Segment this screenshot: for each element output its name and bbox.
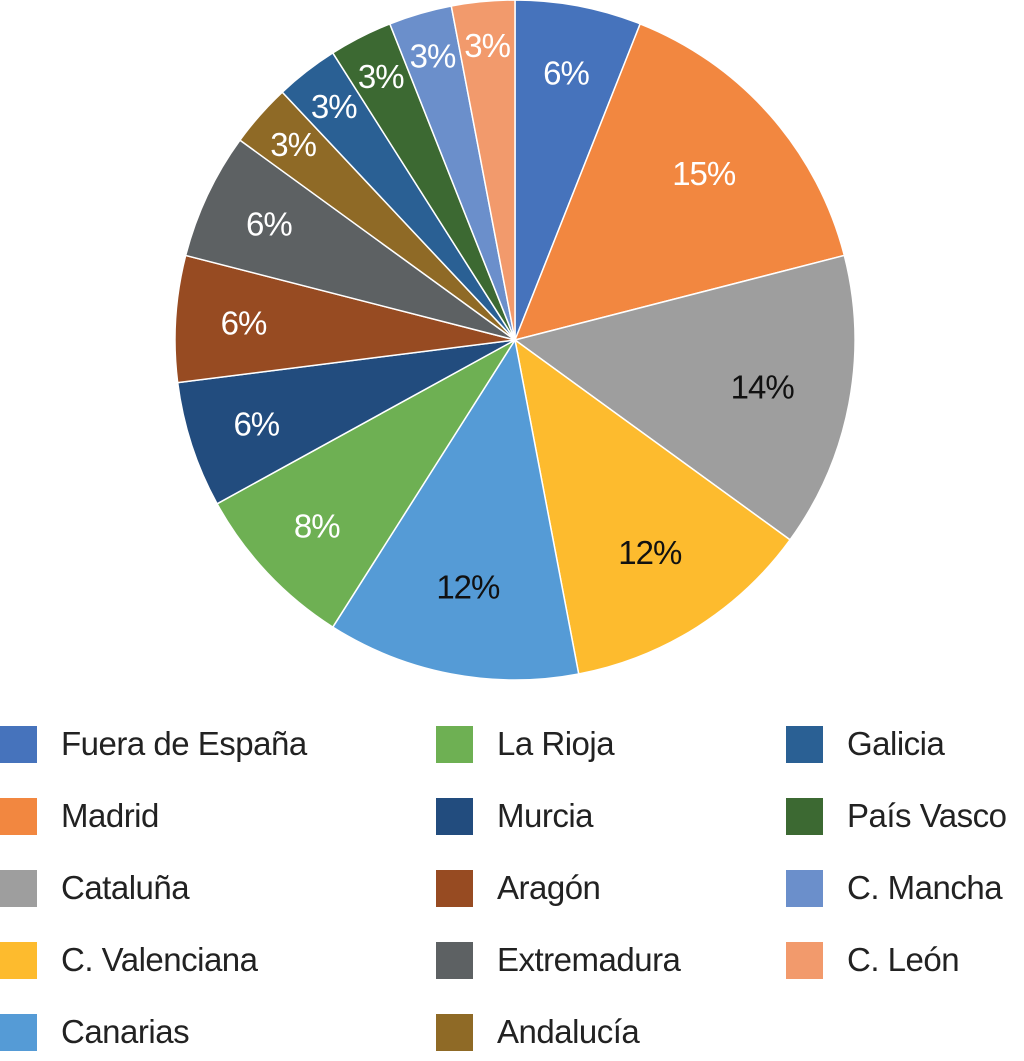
legend-swatch (0, 1013, 37, 1051)
legend-item: Canarias (0, 1012, 190, 1052)
legend-swatch (436, 869, 473, 907)
legend-label: País Vasco (847, 797, 1007, 834)
pie-slice-8 (184, 139, 516, 341)
legend-swatch (436, 1013, 473, 1051)
legend-swatch (786, 869, 823, 907)
legend-swatch (786, 725, 823, 763)
legend-swatch (786, 941, 823, 979)
legend-label: Andalucía (497, 1013, 640, 1050)
legend-label: C. Valenciana (61, 941, 258, 978)
legend-item: Extremadura (436, 940, 681, 980)
legend-item: Madrid (0, 796, 159, 836)
legend-label: Cataluña (61, 869, 190, 906)
pie-slice-5 (216, 339, 516, 629)
data-label-3: 12% (618, 534, 682, 571)
legend-item: País Vasco (786, 796, 1007, 836)
legend-swatch (0, 797, 37, 835)
pie-slice-0 (514, 0, 642, 341)
pie-slice-7 (174, 254, 516, 384)
data-label-0: 6% (543, 54, 589, 91)
legend-item: Cataluña (0, 868, 190, 908)
pie-slice-3 (513, 338, 792, 675)
legend-swatch (436, 797, 473, 835)
legend-swatch (436, 725, 473, 763)
pie-slice-4 (331, 337, 580, 681)
legend-label: Canarias (61, 1013, 190, 1050)
legend-label: Madrid (61, 797, 159, 834)
legend-item: Fuera de España (0, 724, 307, 764)
data-label-5: 8% (294, 508, 340, 545)
pie-slice-6 (176, 339, 516, 505)
legend-item: C. Valenciana (0, 940, 258, 980)
pie-chart: 6%15%14%12%12%8%6%6%6%3%3%3%3% 3% (174, 0, 856, 681)
legend-label: Fuera de España (61, 725, 307, 762)
legend-label: Murcia (497, 797, 594, 834)
legend-swatch (786, 797, 823, 835)
data-label-7: 6% (221, 304, 267, 341)
pie-slice-1 (513, 22, 846, 342)
legend-item: Aragón (436, 868, 601, 908)
legend-label: Extremadura (497, 941, 681, 978)
legend-label: C. León (847, 941, 960, 978)
pie-slice-2 (513, 254, 856, 541)
legend-swatch (436, 941, 473, 979)
legend-label: C. Mancha (847, 869, 1003, 906)
pie-slice-13 (450, 0, 516, 341)
data-label-12: 3% (410, 37, 456, 74)
legend-item: La Rioja (436, 724, 615, 764)
data-label-8: 6% (246, 206, 292, 243)
data-label-13: 3% (464, 27, 510, 64)
data-label-6: 6% (233, 406, 279, 443)
data-label-10: 3% (311, 88, 357, 125)
legend-label: Aragón (497, 869, 601, 906)
legend-item: Galicia (786, 724, 945, 764)
data-label-4: 12% (436, 569, 500, 606)
legend-label: Galicia (847, 725, 945, 762)
legend-item: Andalucía (436, 1012, 640, 1052)
legend-item: Murcia (436, 796, 594, 836)
legend: Fuera de España Madrid Cataluña C. Valencia… (0, 720, 1024, 1060)
data-label-2: 14% (731, 369, 795, 406)
data-label-1: 15% (672, 155, 736, 192)
legend-label: La Rioja (497, 725, 615, 762)
legend-swatch (0, 941, 37, 979)
data-label-11: 3% (358, 58, 404, 95)
legend-swatch (0, 869, 37, 907)
legend-swatch (0, 725, 37, 763)
data-label-9: 3% (270, 126, 316, 163)
legend-item: C. Mancha (786, 868, 1003, 908)
legend-item: C. León (786, 940, 960, 980)
